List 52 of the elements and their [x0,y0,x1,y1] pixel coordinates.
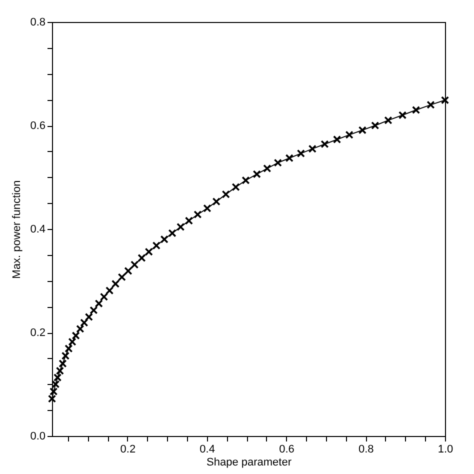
y-tick-label: 0.4 [30,224,46,236]
point [232,183,240,192]
point [100,292,108,301]
point [242,176,250,184]
point [160,235,168,244]
point [384,116,392,124]
point [222,190,230,198]
point [263,164,272,173]
point [332,135,342,144]
point [426,100,435,109]
point [308,144,316,153]
point [76,324,84,333]
y-tick-label: 0.2 [30,327,46,339]
point [252,170,261,178]
point [124,266,132,275]
point [194,210,202,219]
x-axis-title: Shape parameter [206,456,292,468]
point [138,254,146,262]
point [398,111,407,120]
point [90,306,98,314]
point [320,140,329,148]
x-tick-label: 0.8 [358,444,374,456]
y-tick-label: 0.0 [30,430,46,442]
x-tick-label: 1.0 [438,444,454,456]
x-tick-label: 0.2 [120,444,136,456]
x-tick-label: 0.6 [279,444,294,456]
point [440,96,450,104]
y-tick-label: 0.8 [30,16,46,28]
point [184,216,194,225]
point [168,229,176,238]
y-axis-title: Max. power function [11,180,24,279]
y-tick-label: 0.6 [30,120,46,132]
point [106,286,114,295]
point [358,126,366,134]
point [130,260,139,269]
point [285,154,294,162]
point [203,204,212,212]
point [118,273,126,282]
point [296,149,305,158]
point [345,130,354,139]
x-tick-label: 0.4 [200,444,215,456]
point [412,106,420,114]
point [111,280,120,288]
point [144,248,153,256]
point [84,312,93,322]
point [80,318,88,327]
point [94,299,103,308]
point [176,222,185,231]
point [212,198,220,206]
point [274,158,282,167]
point [152,242,160,250]
point [371,121,380,130]
